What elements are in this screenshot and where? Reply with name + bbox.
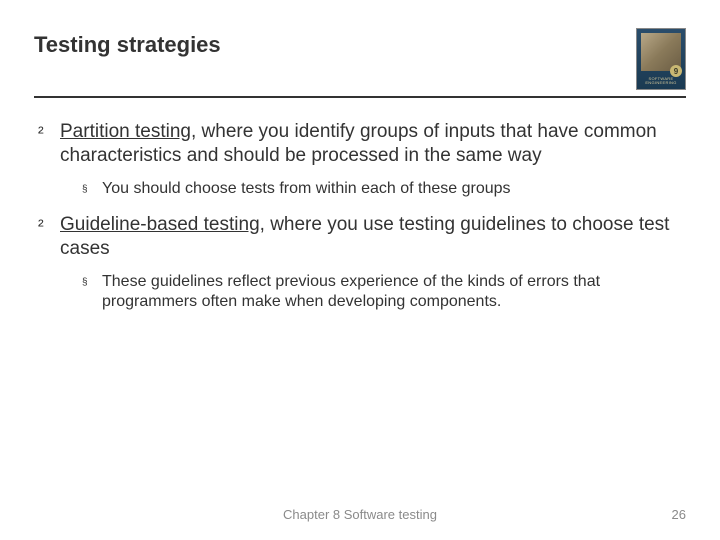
sub-bullet-text: These guidelines reflect previous experi… — [102, 272, 686, 313]
bullet-level2: § These guidelines reflect previous expe… — [82, 272, 686, 313]
book-cover-icon: 9 SOFTWARE ENGINEERING — [636, 28, 686, 90]
page-number: 26 — [672, 507, 686, 522]
footer-text: Chapter 8 Software testing — [0, 507, 720, 522]
book-cover-label: SOFTWARE ENGINEERING — [637, 77, 685, 85]
bullet-marker-l2: § — [82, 272, 102, 290]
bullet-level2: § You should choose tests from within ea… — [82, 179, 686, 199]
bullet-underlined: Guideline-based testing — [60, 214, 260, 235]
bullet-text: Partition testing, where you identify gr… — [60, 120, 686, 169]
bullet-marker-l1: ² — [38, 213, 60, 237]
horizontal-rule — [34, 96, 686, 98]
title-row: Testing strategies 9 SOFTWARE ENGINEERIN… — [34, 28, 686, 90]
slide: Testing strategies 9 SOFTWARE ENGINEERIN… — [0, 0, 720, 540]
bullet-marker-l1: ² — [38, 120, 60, 144]
bullet-marker-l2: § — [82, 179, 102, 197]
sub-bullet-text: You should choose tests from within each… — [102, 179, 686, 199]
bullet-underlined: Partition testing — [60, 121, 191, 142]
slide-title: Testing strategies — [34, 28, 221, 58]
bullet-text: Guideline-based testing, where you use t… — [60, 213, 686, 262]
bullet-level1: ² Guideline-based testing, where you use… — [38, 213, 686, 262]
bullet-level1: ² Partition testing, where you identify … — [38, 120, 686, 169]
book-edition-badge: 9 — [670, 65, 682, 77]
slide-content: ² Partition testing, where you identify … — [34, 120, 686, 313]
